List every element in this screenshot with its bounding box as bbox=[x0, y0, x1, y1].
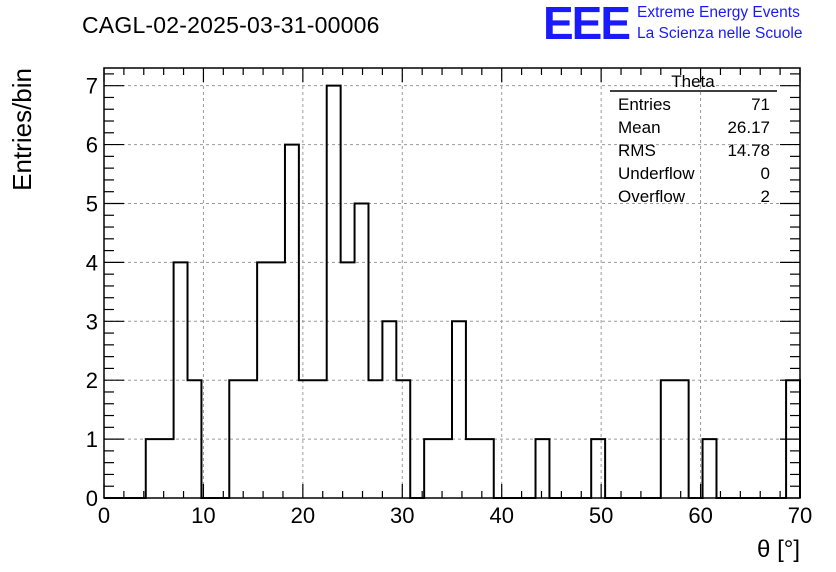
stats-overflow-value: 2 bbox=[761, 187, 770, 206]
stats-box: Theta Entries 71 Mean 26.17 RMS 14.78 Un… bbox=[610, 72, 777, 206]
y-tick-labels: 0 1 2 3 4 5 6 7 bbox=[86, 74, 98, 511]
stats-rms-value: 14.78 bbox=[727, 141, 770, 160]
histogram-outline bbox=[104, 84, 801, 499]
stats-entries-label: Entries bbox=[618, 95, 671, 114]
x-tick-label: 70 bbox=[788, 503, 812, 528]
stats-mean-value: 26.17 bbox=[727, 118, 770, 137]
y-tick-label: 5 bbox=[86, 191, 98, 216]
stats-title: Theta bbox=[671, 72, 715, 91]
x-tick-label: 0 bbox=[98, 503, 110, 528]
y-tick-label: 0 bbox=[86, 486, 98, 511]
logo-line-1: Extreme Energy Events bbox=[637, 4, 800, 21]
axis-ticks bbox=[103, 68, 801, 499]
stats-mean-label: Mean bbox=[618, 118, 661, 137]
x-tick-label: 10 bbox=[191, 503, 215, 528]
x-tick-label: 20 bbox=[291, 503, 315, 528]
x-axis-title: θ [°] bbox=[757, 536, 800, 563]
y-tick-label: 6 bbox=[86, 133, 98, 158]
stats-overflow-label: Overflow bbox=[618, 187, 686, 206]
eee-logo: EEE bbox=[543, 0, 631, 49]
y-tick-label: 4 bbox=[86, 250, 98, 275]
x-tick-label: 30 bbox=[390, 503, 414, 528]
x-tick-label: 60 bbox=[688, 503, 712, 528]
x-tick-label: 40 bbox=[489, 503, 513, 528]
y-axis-title: Entries/bin bbox=[7, 68, 37, 191]
stats-underflow-value: 0 bbox=[761, 164, 770, 183]
y-tick-label: 2 bbox=[86, 368, 98, 393]
x-tick-label: 50 bbox=[589, 503, 613, 528]
run-title: CAGL-02-2025-03-31-00006 bbox=[82, 12, 380, 38]
x-tick-labels: 0 10 20 30 40 50 60 70 bbox=[98, 503, 812, 528]
y-tick-label: 3 bbox=[86, 309, 98, 334]
logo-line-2: La Scienza nelle Scuole bbox=[637, 25, 803, 42]
stats-rms-label: RMS bbox=[618, 141, 656, 160]
y-tick-label: 7 bbox=[86, 74, 98, 99]
y-tick-label: 1 bbox=[86, 427, 98, 452]
plot-frame bbox=[103, 67, 801, 499]
stats-entries-value: 71 bbox=[751, 95, 770, 114]
stats-underflow-label: Underflow bbox=[618, 164, 695, 183]
